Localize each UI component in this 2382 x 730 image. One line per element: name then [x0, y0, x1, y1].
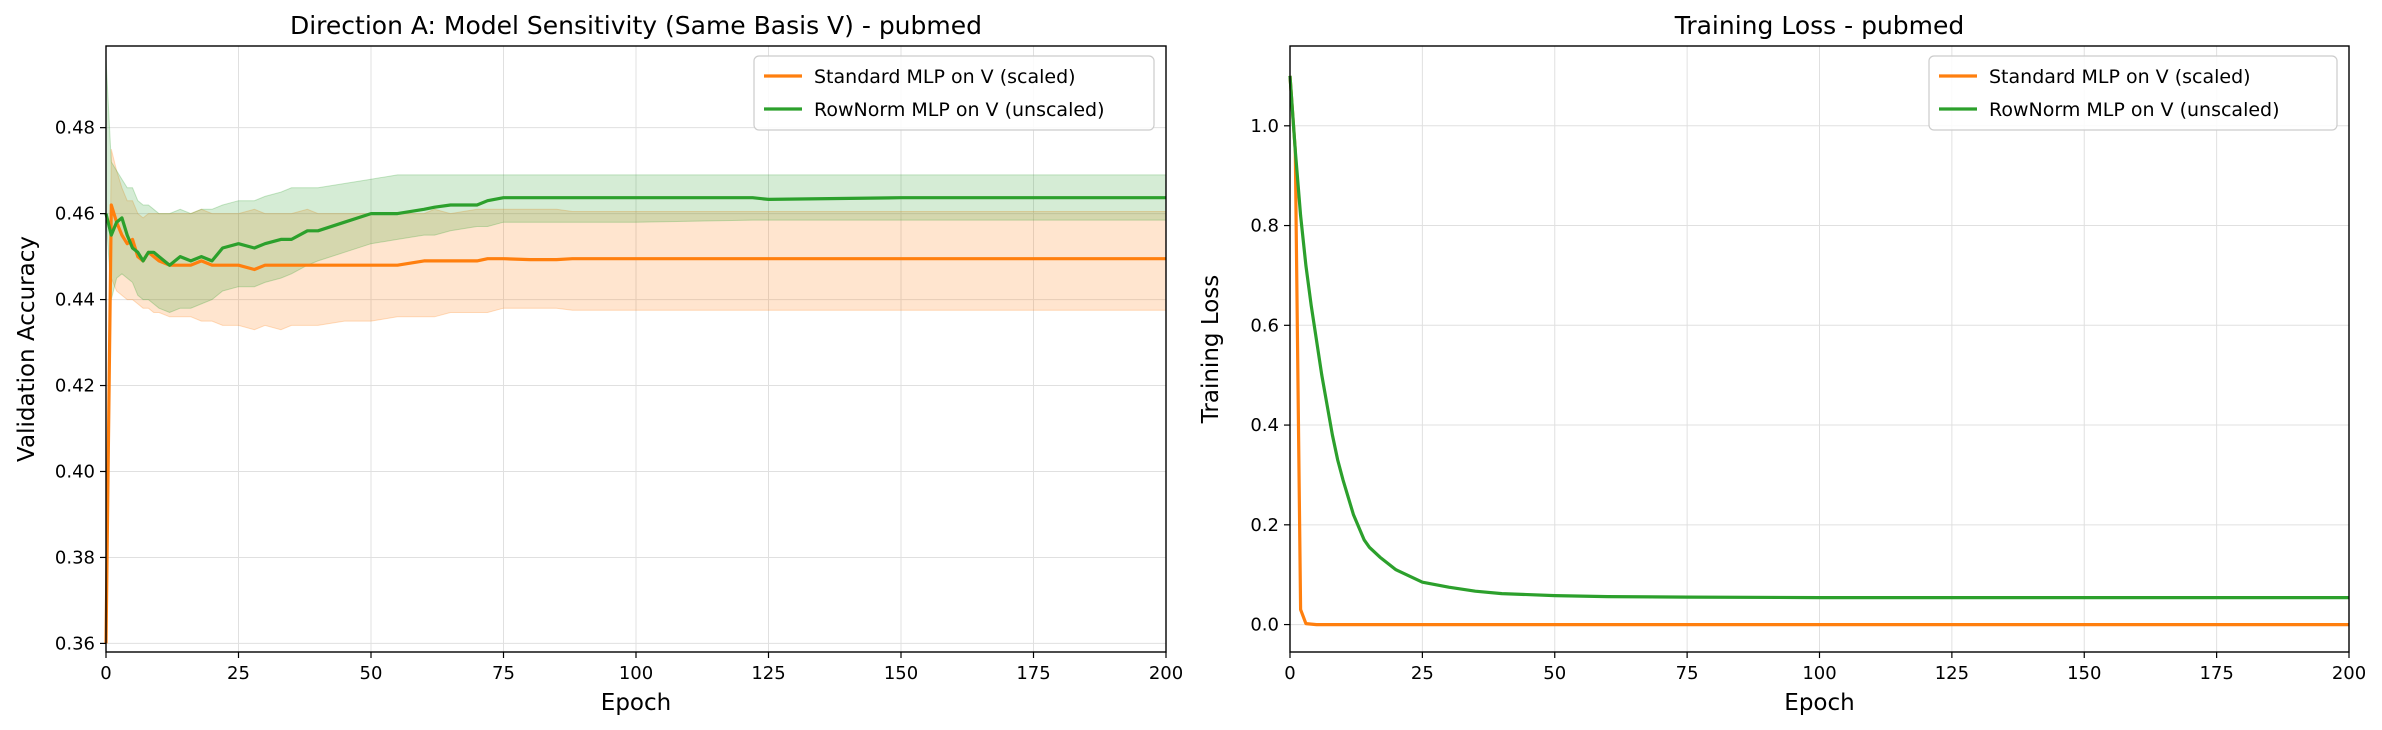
x-tick-label: 0	[100, 663, 111, 684]
x-tick-label: 150	[884, 663, 918, 684]
y-tick-label: 0.42	[55, 376, 95, 397]
y-tick-label: 0.44	[55, 290, 95, 311]
y-tick-label: 0.8	[1250, 216, 1279, 237]
y-tick-label: 0.6	[1250, 315, 1279, 336]
series-line-rownorm	[1288, 75, 2349, 600]
y-tick-label: 0.36	[55, 633, 95, 654]
training-loss-chart: 0 25 50 75 100 125 150 175 200 0.0 0.2 0.4 0.6 0.8 1.0…	[1198, 11, 2366, 716]
y-tick-label: 1.0	[1250, 116, 1279, 137]
validation-accuracy-chart: 0 25 50 75 100 125 150 175 200 0.36 0.38 0.40 0.42 0.…	[14, 11, 1183, 716]
x-tick-label: 50	[1543, 663, 1566, 684]
y-tick-label: 0.0	[1250, 615, 1279, 636]
x-tick-label: 75	[492, 663, 515, 684]
y-tick-label: 0.2	[1250, 515, 1279, 536]
legend-label-standard: Standard MLP on V (scaled)	[1989, 66, 2251, 88]
x-tick-label: 100	[1802, 663, 1836, 684]
y-tick-label: 0.48	[55, 118, 95, 139]
x-tick-label: 150	[2067, 663, 2101, 684]
y-tick-label: 0.4	[1250, 415, 1279, 436]
x-tick-label: 175	[1016, 663, 1050, 684]
series-line-standard	[1288, 75, 2349, 627]
y-tick-label: 0.38	[55, 547, 95, 568]
legend-label-rownorm: RowNorm MLP on V (unscaled)	[814, 99, 1105, 121]
x-tick-label: 125	[751, 663, 785, 684]
x-tick-label: 50	[360, 663, 383, 684]
x-tick-label: 200	[2332, 663, 2366, 684]
legend-box	[1928, 55, 2338, 131]
x-tick-label: 0	[1284, 663, 1295, 684]
series-line-rownorm	[104, 196, 1166, 267]
legend-label-rownorm: RowNorm MLP on V (unscaled)	[1989, 99, 2280, 121]
legend-box	[753, 55, 1155, 131]
y-tick-label: 0.46	[55, 204, 95, 225]
x-tick-label: 100	[619, 663, 653, 684]
chart-title: Direction A: Model Sensitivity (Same Bas…	[290, 11, 982, 40]
x-tick-label: 75	[1676, 663, 1699, 684]
x-tick-label: 175	[2199, 663, 2233, 684]
y-tick-label: 0.40	[55, 461, 95, 482]
x-axis-label: Epoch	[601, 690, 671, 716]
legend-label-standard: Standard MLP on V (scaled)	[814, 66, 1076, 88]
x-tick-label: 200	[1149, 663, 1183, 684]
x-tick-label: 125	[1935, 663, 1969, 684]
x-tick-label: 25	[1411, 663, 1434, 684]
chart-title: Training Loss - pubmed	[1674, 11, 1965, 40]
y-axis-label: Validation Accuracy	[14, 236, 40, 462]
x-tick-label: 25	[227, 663, 250, 684]
x-axis-label: Epoch	[1784, 690, 1854, 716]
y-axis-label: Training Loss	[1198, 275, 1224, 425]
